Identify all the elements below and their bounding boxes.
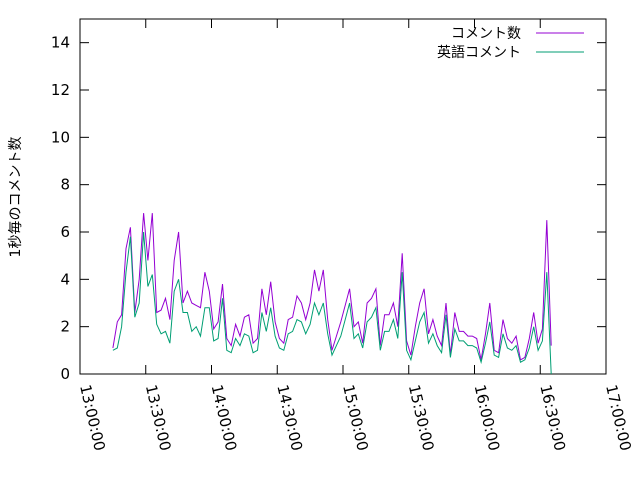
x-tick-label: 14:00:00	[208, 383, 241, 453]
x-tick-label: 13:00:00	[76, 383, 109, 453]
x-tick-label: 16:00:00	[471, 383, 504, 453]
plot-frame	[79, 18, 607, 375]
legend-label: 英語コメント	[437, 44, 521, 61]
y-axis: 0 2 4 6 8 10 12 14	[51, 34, 606, 383]
y-tick-label: 2	[60, 318, 70, 336]
x-tick-label: 15:30:00	[405, 383, 438, 453]
x-tick-label: 15:00:00	[339, 383, 372, 453]
y-tick-label: 8	[60, 176, 70, 194]
x-tick-label: 14:30:00	[273, 383, 306, 453]
x-axis: 13:00:00 13:30:00 14:00:00 14:30:00 15:00:00…	[76, 19, 635, 453]
series-line-2	[112, 231, 552, 375]
x-tick-label: 16:30:00	[536, 383, 569, 453]
x-tick-label: 13:30:00	[142, 383, 175, 453]
y-tick-label: 6	[60, 223, 70, 241]
y-axis-label: 1秒毎のコメント数	[8, 137, 24, 258]
legend-label: コメント数	[451, 26, 521, 42]
series-line-1	[112, 213, 552, 361]
y-tick-label: 0	[60, 365, 70, 383]
y-tick-label: 4	[60, 270, 70, 288]
y-tick-label: 14	[51, 34, 70, 52]
series-group	[112, 213, 552, 375]
y-tick-label: 10	[51, 128, 70, 146]
y-tick-label: 12	[51, 81, 70, 99]
x-tick-label: 17:00:00	[602, 383, 635, 453]
